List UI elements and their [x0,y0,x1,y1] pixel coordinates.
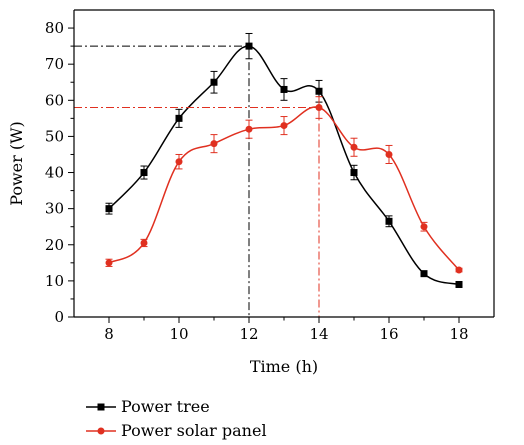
x-tick-label: 12 [239,325,258,343]
axes: 8 10 12 14 16 18 0 10 20 30 40 50 60 70 80 [45,9,495,343]
data-point-power-tree [210,78,218,86]
y-tick-label: 30 [45,200,64,218]
data-point-power-tree [455,280,463,288]
data-markers [105,42,463,288]
data-point-power-tree [105,205,113,213]
data-point-power-solar-panel [385,150,393,158]
y-tick-label: 70 [45,55,64,73]
data-point-power-tree [175,114,183,122]
data-point-power-tree [315,87,323,95]
legend-marker [97,427,105,435]
data-point-power-tree [350,169,358,177]
y-tick-label: 80 [45,19,64,37]
data-point-power-tree [420,270,428,278]
y-axis-title: Power (W) [7,121,26,206]
y-tick-label: 50 [45,127,64,145]
data-point-power-solar-panel [105,259,113,267]
data-point-power-solar-panel [140,239,148,247]
data-point-power-solar-panel [280,122,288,130]
y-tick-label: 10 [45,272,64,290]
error-bars [105,32,463,287]
data-point-power-solar-panel [245,125,253,133]
x-axis-title: Time (h) [250,357,318,376]
x-tick-label: 10 [169,325,188,343]
data-point-power-solar-panel [175,158,183,166]
legend: Power tree Power solar panel [86,397,267,440]
data-point-power-solar-panel [350,143,358,151]
x-tick-label: 18 [449,325,468,343]
legend-marker [97,403,105,411]
reference-lines [74,45,320,317]
x-tick-label: 14 [309,325,328,343]
data-point-power-tree [245,42,253,50]
y-tick-label: 20 [45,236,64,254]
data-point-power-solar-panel [420,223,428,231]
x-tick-label: 16 [379,325,398,343]
legend-label: Power solar panel [121,421,267,440]
y-tick-label: 0 [54,308,64,326]
x-tick-label: 8 [104,325,114,343]
data-point-power-tree [280,85,288,93]
data-point-power-solar-panel [210,140,218,148]
y-tick-label: 40 [45,164,64,182]
data-point-power-tree [385,217,393,225]
data-point-power-solar-panel [455,266,463,274]
data-point-power-tree [140,169,148,177]
legend-label: Power tree [121,397,210,416]
y-tick-label: 60 [45,91,64,109]
data-point-power-solar-panel [315,104,323,112]
legend-item-power-solar-panel: Power solar panel [86,421,267,440]
legend-item-power-tree: Power tree [86,397,210,416]
